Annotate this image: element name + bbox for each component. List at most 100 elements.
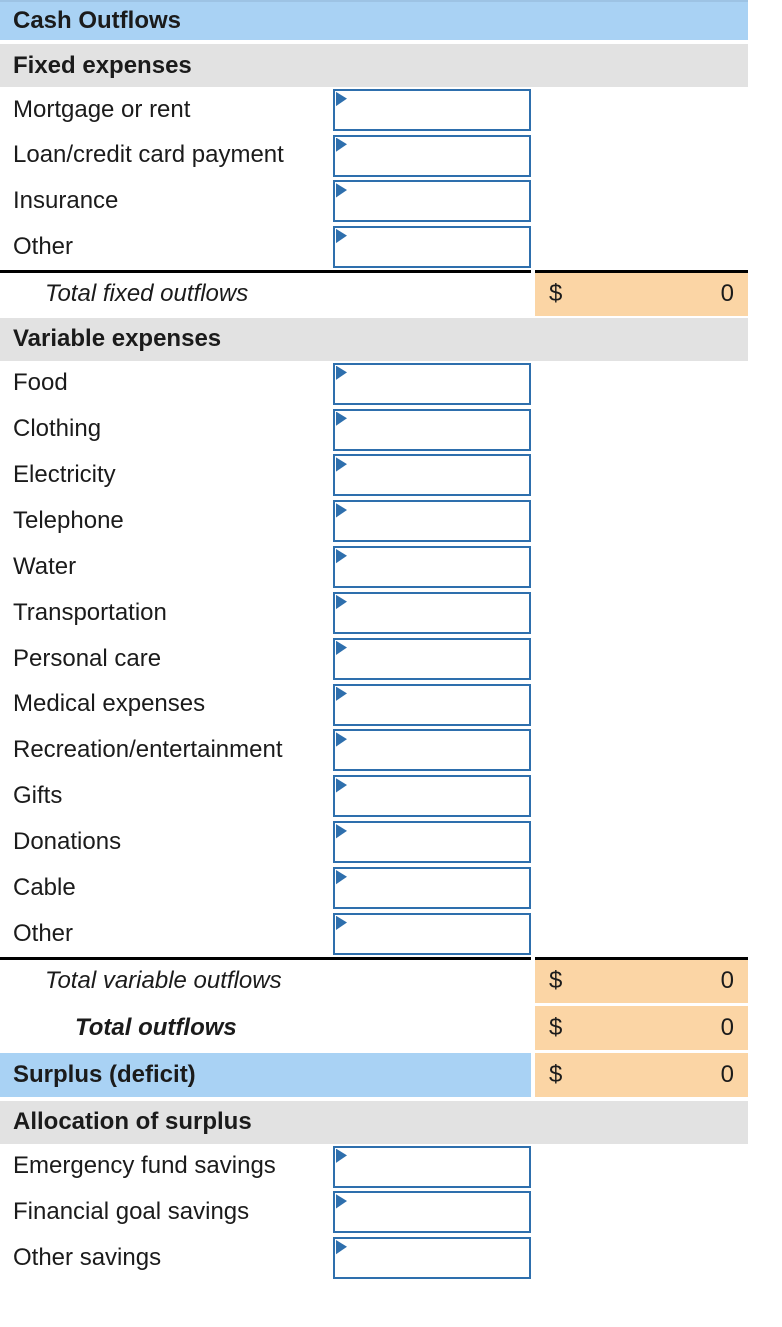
donations-input[interactable] bbox=[333, 821, 531, 864]
row-label: Cable bbox=[13, 873, 76, 901]
surplus-label: Surplus (deficit) bbox=[13, 1060, 196, 1088]
personal-care-input[interactable] bbox=[333, 637, 531, 680]
row-food: Food bbox=[0, 361, 782, 407]
fixed-other-input[interactable] bbox=[333, 225, 531, 268]
row-financial-goal-savings: Financial goal savings bbox=[0, 1189, 782, 1235]
row-label: Gifts bbox=[13, 782, 63, 810]
section-header-variable-expenses: Variable expenses bbox=[0, 317, 748, 361]
total-outflows-value-cell: $ 0 bbox=[535, 1005, 748, 1050]
row-label: Personal care bbox=[13, 644, 162, 672]
cell-flag-icon bbox=[336, 1239, 347, 1255]
cell-flag-icon bbox=[336, 686, 347, 701]
worksheet-title-band: Cash Outflows bbox=[0, 0, 748, 40]
surplus-deficit-value-cell: $ 0 bbox=[535, 1052, 748, 1097]
recreation-entertainment-input[interactable] bbox=[333, 729, 531, 772]
transportation-input[interactable] bbox=[333, 591, 531, 634]
row-electricity: Electricity bbox=[0, 452, 782, 498]
telephone-input[interactable] bbox=[333, 500, 531, 543]
total-outflows-row: Total outflows $ 0 bbox=[0, 1005, 782, 1050]
total-outflows-label-cell: Total outflows bbox=[0, 1006, 531, 1050]
row-cable: Cable bbox=[0, 865, 782, 911]
gifts-input[interactable] bbox=[333, 775, 531, 818]
cell-flag-icon bbox=[336, 457, 347, 472]
total-variable-outflows-row: Total variable outflows $ 0 bbox=[0, 956, 782, 1003]
row-personal-care: Personal care bbox=[0, 636, 782, 682]
section-header-fixed-expenses: Fixed expenses bbox=[0, 44, 748, 87]
total-variable-outflows-value-cell: $ 0 bbox=[535, 956, 748, 1003]
row-label: Other bbox=[13, 919, 74, 947]
row-label: Food bbox=[13, 369, 68, 397]
mortgage-or-rent-input[interactable] bbox=[333, 88, 531, 131]
cell-flag-icon bbox=[336, 732, 347, 747]
water-input[interactable] bbox=[333, 546, 531, 589]
row-mortgage-or-rent: Mortgage or rent bbox=[0, 87, 782, 133]
row-water: Water bbox=[0, 544, 782, 590]
row-emergency-fund-savings: Emergency fund savings bbox=[0, 1144, 782, 1190]
food-input[interactable] bbox=[333, 362, 531, 405]
row-clothing: Clothing bbox=[0, 407, 782, 453]
cell-flag-icon bbox=[336, 778, 347, 793]
row-loan-credit-card-payment: Loan/credit card payment bbox=[0, 133, 782, 179]
cell-flag-icon bbox=[336, 183, 347, 198]
row-label: Financial goal savings bbox=[13, 1198, 250, 1226]
cable-input[interactable] bbox=[333, 866, 531, 909]
row-medical-expenses: Medical expenses bbox=[0, 682, 782, 728]
row-label: Other bbox=[13, 232, 74, 260]
row-label: Water bbox=[13, 552, 77, 580]
row-label: Electricity bbox=[13, 461, 116, 489]
emergency-fund-savings-input[interactable] bbox=[333, 1145, 531, 1188]
row-donations: Donations bbox=[0, 819, 782, 865]
section-header-allocation-of-surplus: Allocation of surplus bbox=[0, 1100, 748, 1144]
cell-flag-icon bbox=[336, 503, 347, 518]
row-label: Medical expenses bbox=[13, 690, 206, 718]
insurance-input[interactable] bbox=[333, 180, 531, 223]
currency-symbol: $ bbox=[549, 1013, 563, 1041]
cell-flag-icon bbox=[336, 1148, 347, 1163]
total-value: 0 bbox=[720, 1060, 734, 1088]
variable-other-input[interactable] bbox=[333, 912, 531, 955]
currency-symbol: $ bbox=[549, 967, 563, 995]
row-label: Mortgage or rent bbox=[13, 95, 191, 123]
currency-symbol: $ bbox=[549, 1060, 563, 1088]
row-telephone: Telephone bbox=[0, 498, 782, 544]
page-title: Cash Outflows bbox=[13, 7, 182, 34]
row-fixed-other: Other bbox=[0, 224, 782, 270]
total-value: 0 bbox=[720, 280, 734, 308]
total-fixed-outflows-label-cell: Total fixed outflows bbox=[0, 269, 531, 316]
clothing-input[interactable] bbox=[333, 408, 531, 451]
loan-credit-card-payment-input[interactable] bbox=[333, 134, 531, 177]
other-savings-input[interactable] bbox=[333, 1236, 531, 1279]
cell-flag-icon bbox=[336, 365, 347, 380]
section-header-label: Allocation of surplus bbox=[13, 1108, 252, 1136]
total-label: Total fixed outflows bbox=[45, 280, 249, 308]
total-label: Total outflows bbox=[75, 1013, 237, 1041]
row-insurance: Insurance bbox=[0, 178, 782, 224]
cell-flag-icon bbox=[336, 594, 347, 610]
row-label: Emergency fund savings bbox=[13, 1152, 276, 1180]
total-label: Total variable outflows bbox=[45, 967, 282, 995]
row-label: Donations bbox=[13, 827, 122, 855]
surplus-deficit-row: Surplus (deficit) $ 0 bbox=[0, 1052, 782, 1097]
row-label: Transportation bbox=[13, 598, 167, 626]
medical-expenses-input[interactable] bbox=[333, 683, 531, 726]
cell-flag-icon bbox=[336, 869, 347, 885]
surplus-deficit-label-cell: Surplus (deficit) bbox=[0, 1052, 531, 1097]
cell-flag-icon bbox=[336, 228, 347, 244]
cell-flag-icon bbox=[336, 824, 347, 839]
section-header-label: Fixed expenses bbox=[13, 51, 192, 79]
cell-flag-icon bbox=[336, 915, 347, 931]
row-recreation-entertainment: Recreation/entertainment bbox=[0, 728, 782, 774]
cell-flag-icon bbox=[336, 1194, 347, 1209]
cell-flag-icon bbox=[336, 411, 347, 426]
total-fixed-outflows-row: Total fixed outflows $ 0 bbox=[0, 269, 782, 316]
total-value: 0 bbox=[720, 967, 734, 995]
row-label: Loan/credit card payment bbox=[13, 141, 284, 169]
row-other-savings: Other savings bbox=[0, 1235, 782, 1281]
financial-goal-savings-input[interactable] bbox=[333, 1191, 531, 1234]
electricity-input[interactable] bbox=[333, 454, 531, 497]
row-label: Clothing bbox=[13, 415, 102, 443]
row-transportation: Transportation bbox=[0, 590, 782, 636]
cell-flag-icon bbox=[336, 640, 347, 655]
row-variable-other: Other bbox=[0, 911, 782, 957]
